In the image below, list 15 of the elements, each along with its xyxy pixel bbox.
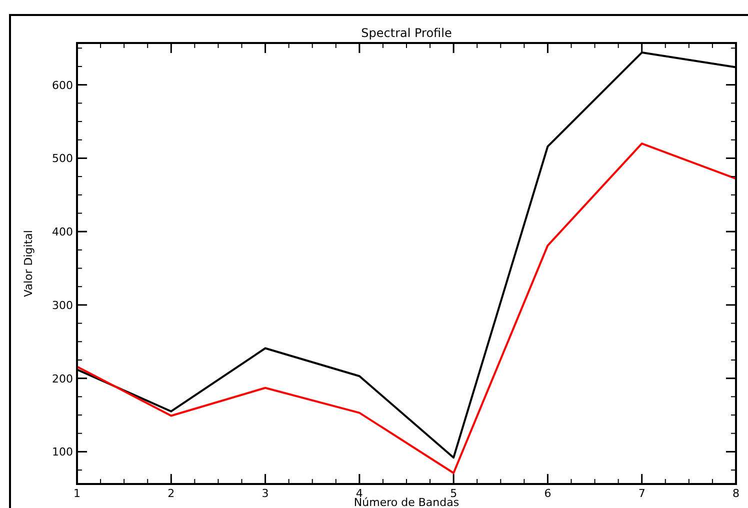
- x-tick-label: 6: [544, 487, 552, 500]
- y-tick-label: 200: [52, 372, 73, 386]
- y-tick-label: 500: [52, 152, 73, 166]
- y-tick-label: 600: [52, 78, 73, 92]
- line-series: [76, 142, 737, 474]
- y-tick-label: 400: [52, 226, 73, 239]
- x-tick-label: 7: [638, 487, 646, 500]
- chart-title: Spectral Profile: [361, 26, 452, 40]
- x-tick-label: 8: [732, 487, 740, 500]
- y-axis-title: Valor Digital: [22, 230, 35, 297]
- x-tick-label: 2: [168, 487, 175, 500]
- y-tick-label: 100: [52, 446, 73, 459]
- y-tick-label: 300: [52, 298, 73, 312]
- x-tick-label: 3: [262, 487, 269, 500]
- x-tick-label: 1: [74, 487, 80, 500]
